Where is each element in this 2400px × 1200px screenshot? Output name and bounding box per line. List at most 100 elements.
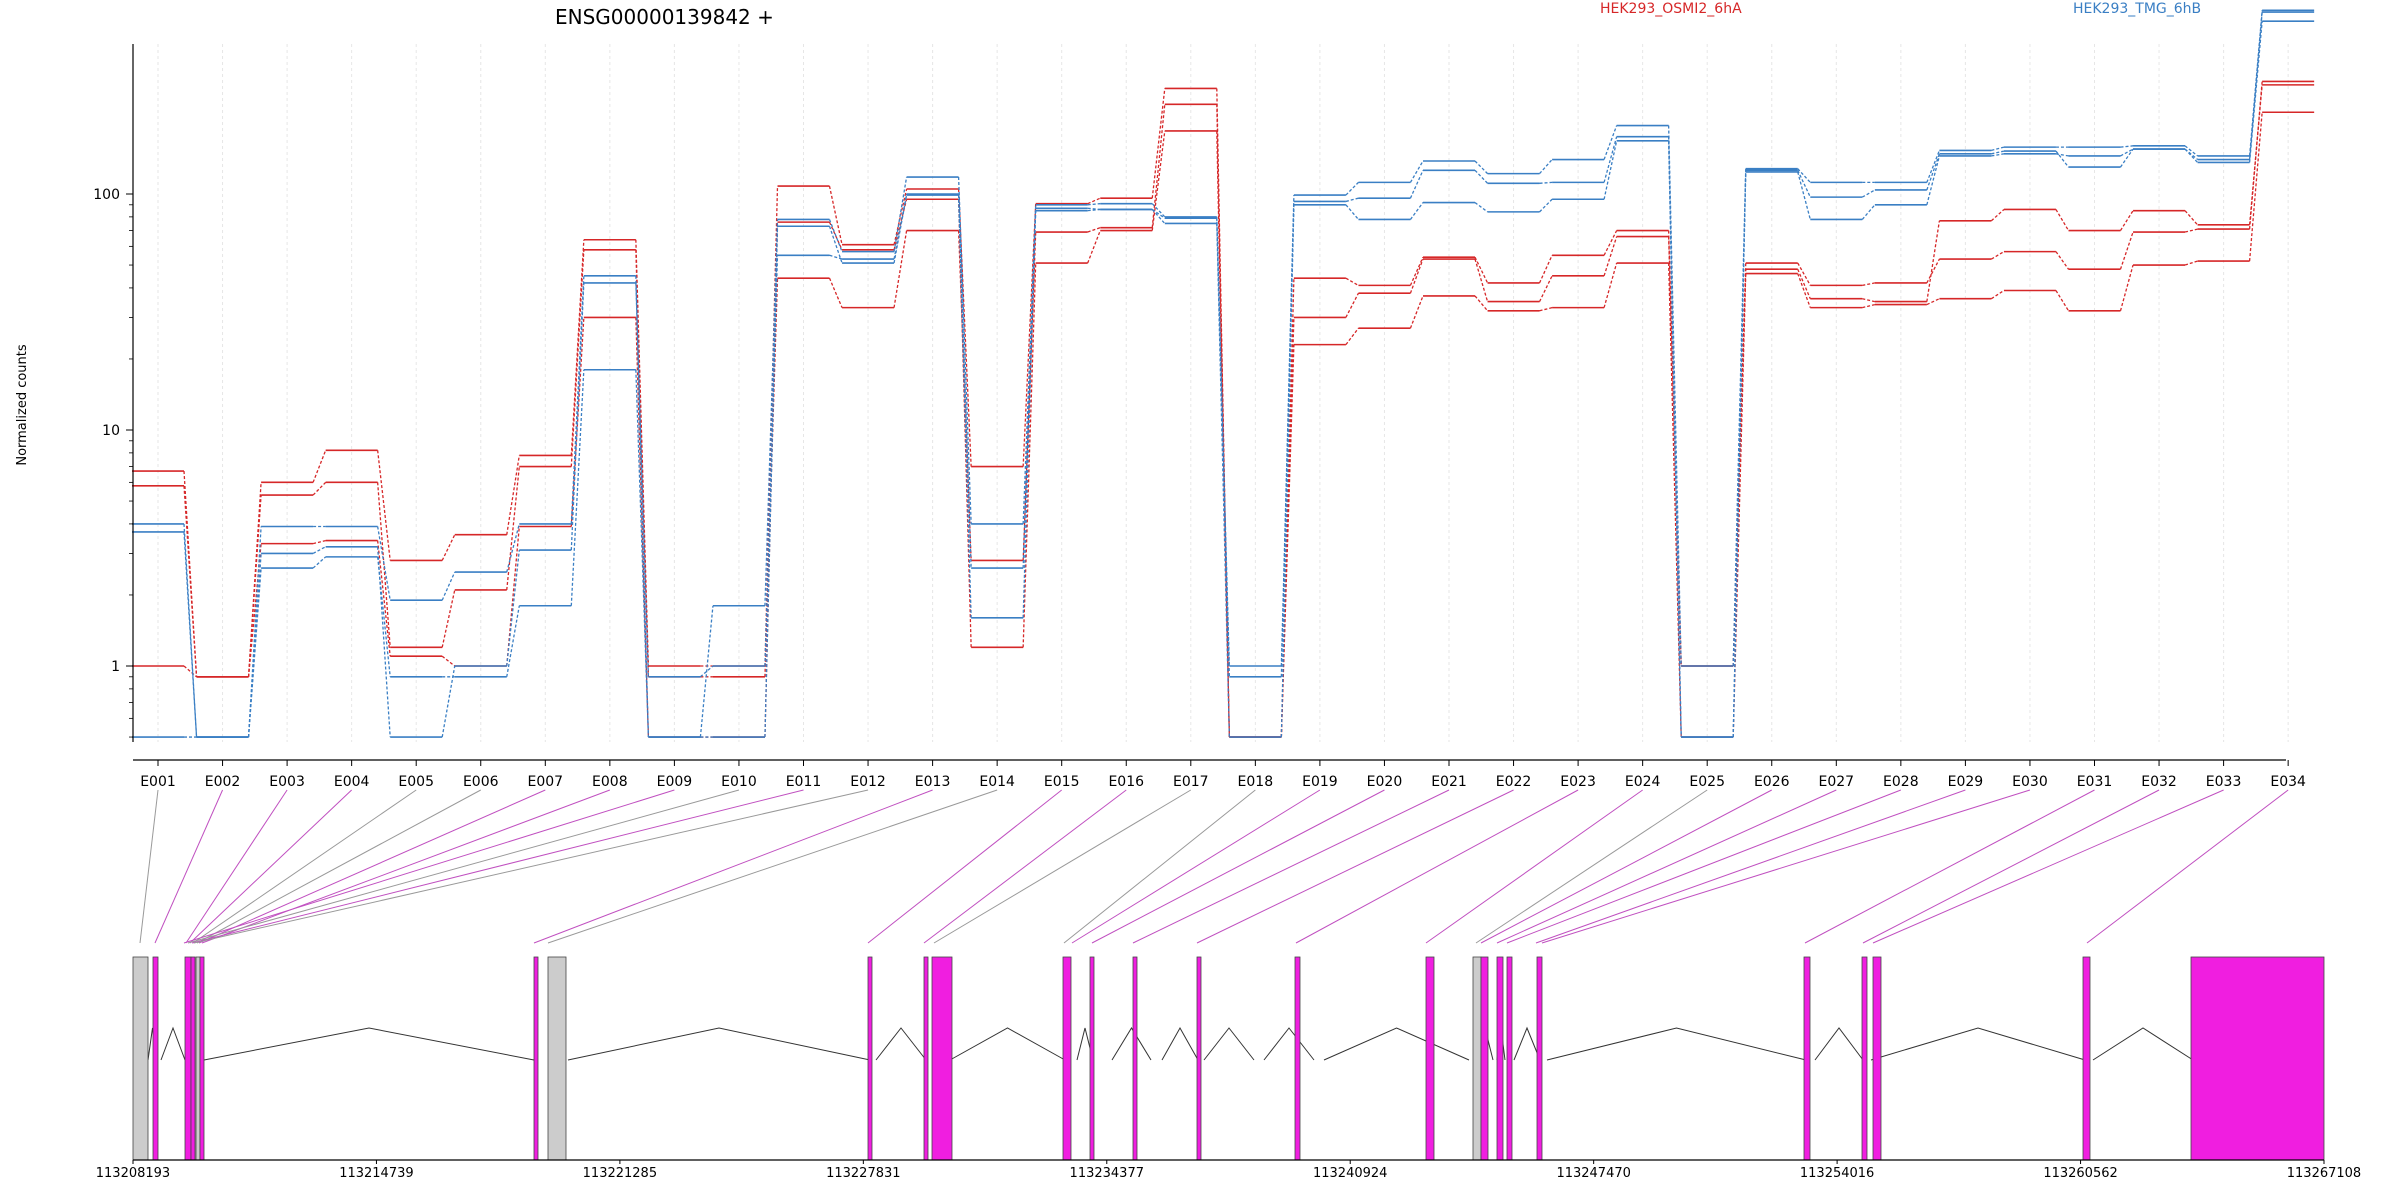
genomic-tick-label-1: 113208193 <box>96 1166 170 1181</box>
series-3-step-E026 <box>1797 273 1811 308</box>
exon-connector-E030 <box>1541 789 2031 944</box>
x-tick-label-E034: E034 <box>2270 774 2306 790</box>
intron-connector-10 <box>1203 1027 1255 1061</box>
series-4-step-E009 <box>699 605 714 738</box>
x-tick-label-E019: E019 <box>1302 774 1338 790</box>
series-5-step-E006 <box>506 549 520 667</box>
x-tick-label-E033: E033 <box>2206 774 2242 790</box>
series-5-step-E019 <box>1345 197 1359 203</box>
exon-block-27 <box>2190 956 2325 1161</box>
series-6-step-E002 <box>247 568 262 738</box>
series-4-step-E019 <box>1345 181 1359 196</box>
x-axis-ticks: E001 E002 E003 E004 E005 E006 E007 E008 E009 E010… <box>140 760 2306 790</box>
series-6-step-E030 <box>2055 153 2069 157</box>
series-4-step-E032 <box>2184 145 2199 157</box>
series-1-step-E026 <box>1797 262 1811 286</box>
x-tick-label-E031: E031 <box>2077 774 2113 790</box>
intron-connector-4 <box>567 1027 871 1061</box>
exon-connector-E020 <box>1091 789 1385 944</box>
exon-block-24 <box>1861 956 1868 1161</box>
x-tick-label-E027: E027 <box>1819 774 1855 790</box>
series-4-step-E011 <box>828 219 843 252</box>
exon-block-19 <box>1480 956 1489 1161</box>
series-3-step-E020 <box>1409 295 1424 329</box>
series-6-step-E013 <box>957 195 972 618</box>
series-6-step-E023 <box>1603 140 1618 200</box>
series-1-step-E022 <box>1538 255 1553 284</box>
series-2-step-E005 <box>441 589 456 648</box>
legend-entry-osmi: HEK293_OSMI2_6hA <box>1600 1 1742 17</box>
series-2-step-E007 <box>570 249 585 467</box>
intron-connector-5 <box>875 1027 927 1061</box>
exon-connector-E005 <box>192 789 417 944</box>
exon-connector-E034 <box>2086 789 2289 944</box>
series-2-step-E010 <box>764 278 779 677</box>
x-tick-label-E001: E001 <box>140 774 176 790</box>
x-tick-label-E017: E017 <box>1173 774 1209 790</box>
series-6-step-E026 <box>1797 171 1811 220</box>
exon-connector-E031 <box>1804 789 2095 944</box>
exon-connector-E027 <box>1496 789 1837 944</box>
exon-connector-E021 <box>1132 789 1450 944</box>
exon-connector-E032 <box>1862 789 2160 944</box>
series-6-step-E022 <box>1539 198 1553 213</box>
exon-block-13 <box>1089 956 1095 1161</box>
genomic-tick-label-7: 113247470 <box>1556 1166 1630 1181</box>
series-6-step-E027 <box>1861 204 1876 220</box>
series-2-step-E021 <box>1474 258 1489 302</box>
exon-connector-E010 <box>187 789 740 944</box>
series-3-step-E003 <box>312 539 326 545</box>
series-3-step-E001 <box>183 665 197 678</box>
x-tick-label-E008: E008 <box>592 774 628 790</box>
series-2-step-E028 <box>1926 220 1941 302</box>
series-1-step-E004 <box>377 450 391 561</box>
genomic-tick-label-2: 113214739 <box>339 1166 413 1181</box>
series-1-step-E032 <box>2184 228 2198 233</box>
series-5-step-E018 <box>1280 201 1295 677</box>
intron-connector-18 <box>1870 1027 2086 1061</box>
series-3-step-E023 <box>1603 262 1618 308</box>
series-4-step-E004 <box>377 526 391 601</box>
series-5-step-E011 <box>829 254 843 260</box>
series-6-step-E016 <box>1151 209 1166 224</box>
series-2-step-E030 <box>2055 209 2070 231</box>
exon-block-2 <box>152 956 159 1161</box>
chart-title: ENSG00000139842 + <box>555 5 774 29</box>
series-2-step-E011 <box>828 277 843 308</box>
series-6-step-E029 <box>1991 153 2005 157</box>
exon-block-11 <box>931 956 953 1161</box>
exon-connector-E007 <box>198 789 546 944</box>
exon-block-12 <box>1062 956 1072 1161</box>
exon-connector-E016 <box>923 789 1127 944</box>
series-2-step-E003 <box>312 481 327 496</box>
exon-block-7 <box>533 956 539 1161</box>
exon-block-17 <box>1425 956 1435 1161</box>
exon-block-15 <box>1196 956 1202 1161</box>
x-tick-label-E023: E023 <box>1560 774 1596 790</box>
intron-connector-19 <box>2092 1027 2194 1061</box>
series-4-step-E006 <box>506 523 520 573</box>
series-1-step-E019 <box>1345 277 1359 286</box>
series-2-step-E033 <box>2248 84 2263 225</box>
series-4-step-E010 <box>764 219 779 606</box>
series-6-step-E014 <box>1022 208 1037 618</box>
series-6-step-E003 <box>312 556 327 569</box>
intron-connector-6 <box>949 1027 1066 1061</box>
series-5-step-E027 <box>1861 189 1876 198</box>
series-5-step-E031 <box>2119 148 2134 168</box>
exon-block-18 <box>1472 956 1482 1161</box>
exon-block-16 <box>1294 956 1301 1161</box>
x-tick-label-E009: E009 <box>657 774 693 790</box>
series-3-step-E019 <box>1345 327 1359 346</box>
series-5-step-E001 <box>183 531 198 738</box>
series-1-step-E028 <box>1926 258 1940 284</box>
series-1-step-E013 <box>957 188 972 467</box>
exon-connector-E001 <box>139 789 159 944</box>
series-2-step-E019 <box>1345 292 1360 318</box>
x-tick-label-E016: E016 <box>1108 774 1144 790</box>
series-2-step-E031 <box>2119 210 2134 231</box>
series-3-step-E015 <box>1087 230 1101 264</box>
series-lines <box>132 9 2315 738</box>
series-6-step-E010 <box>764 226 779 738</box>
series-2-step-E032 <box>2184 210 2199 226</box>
